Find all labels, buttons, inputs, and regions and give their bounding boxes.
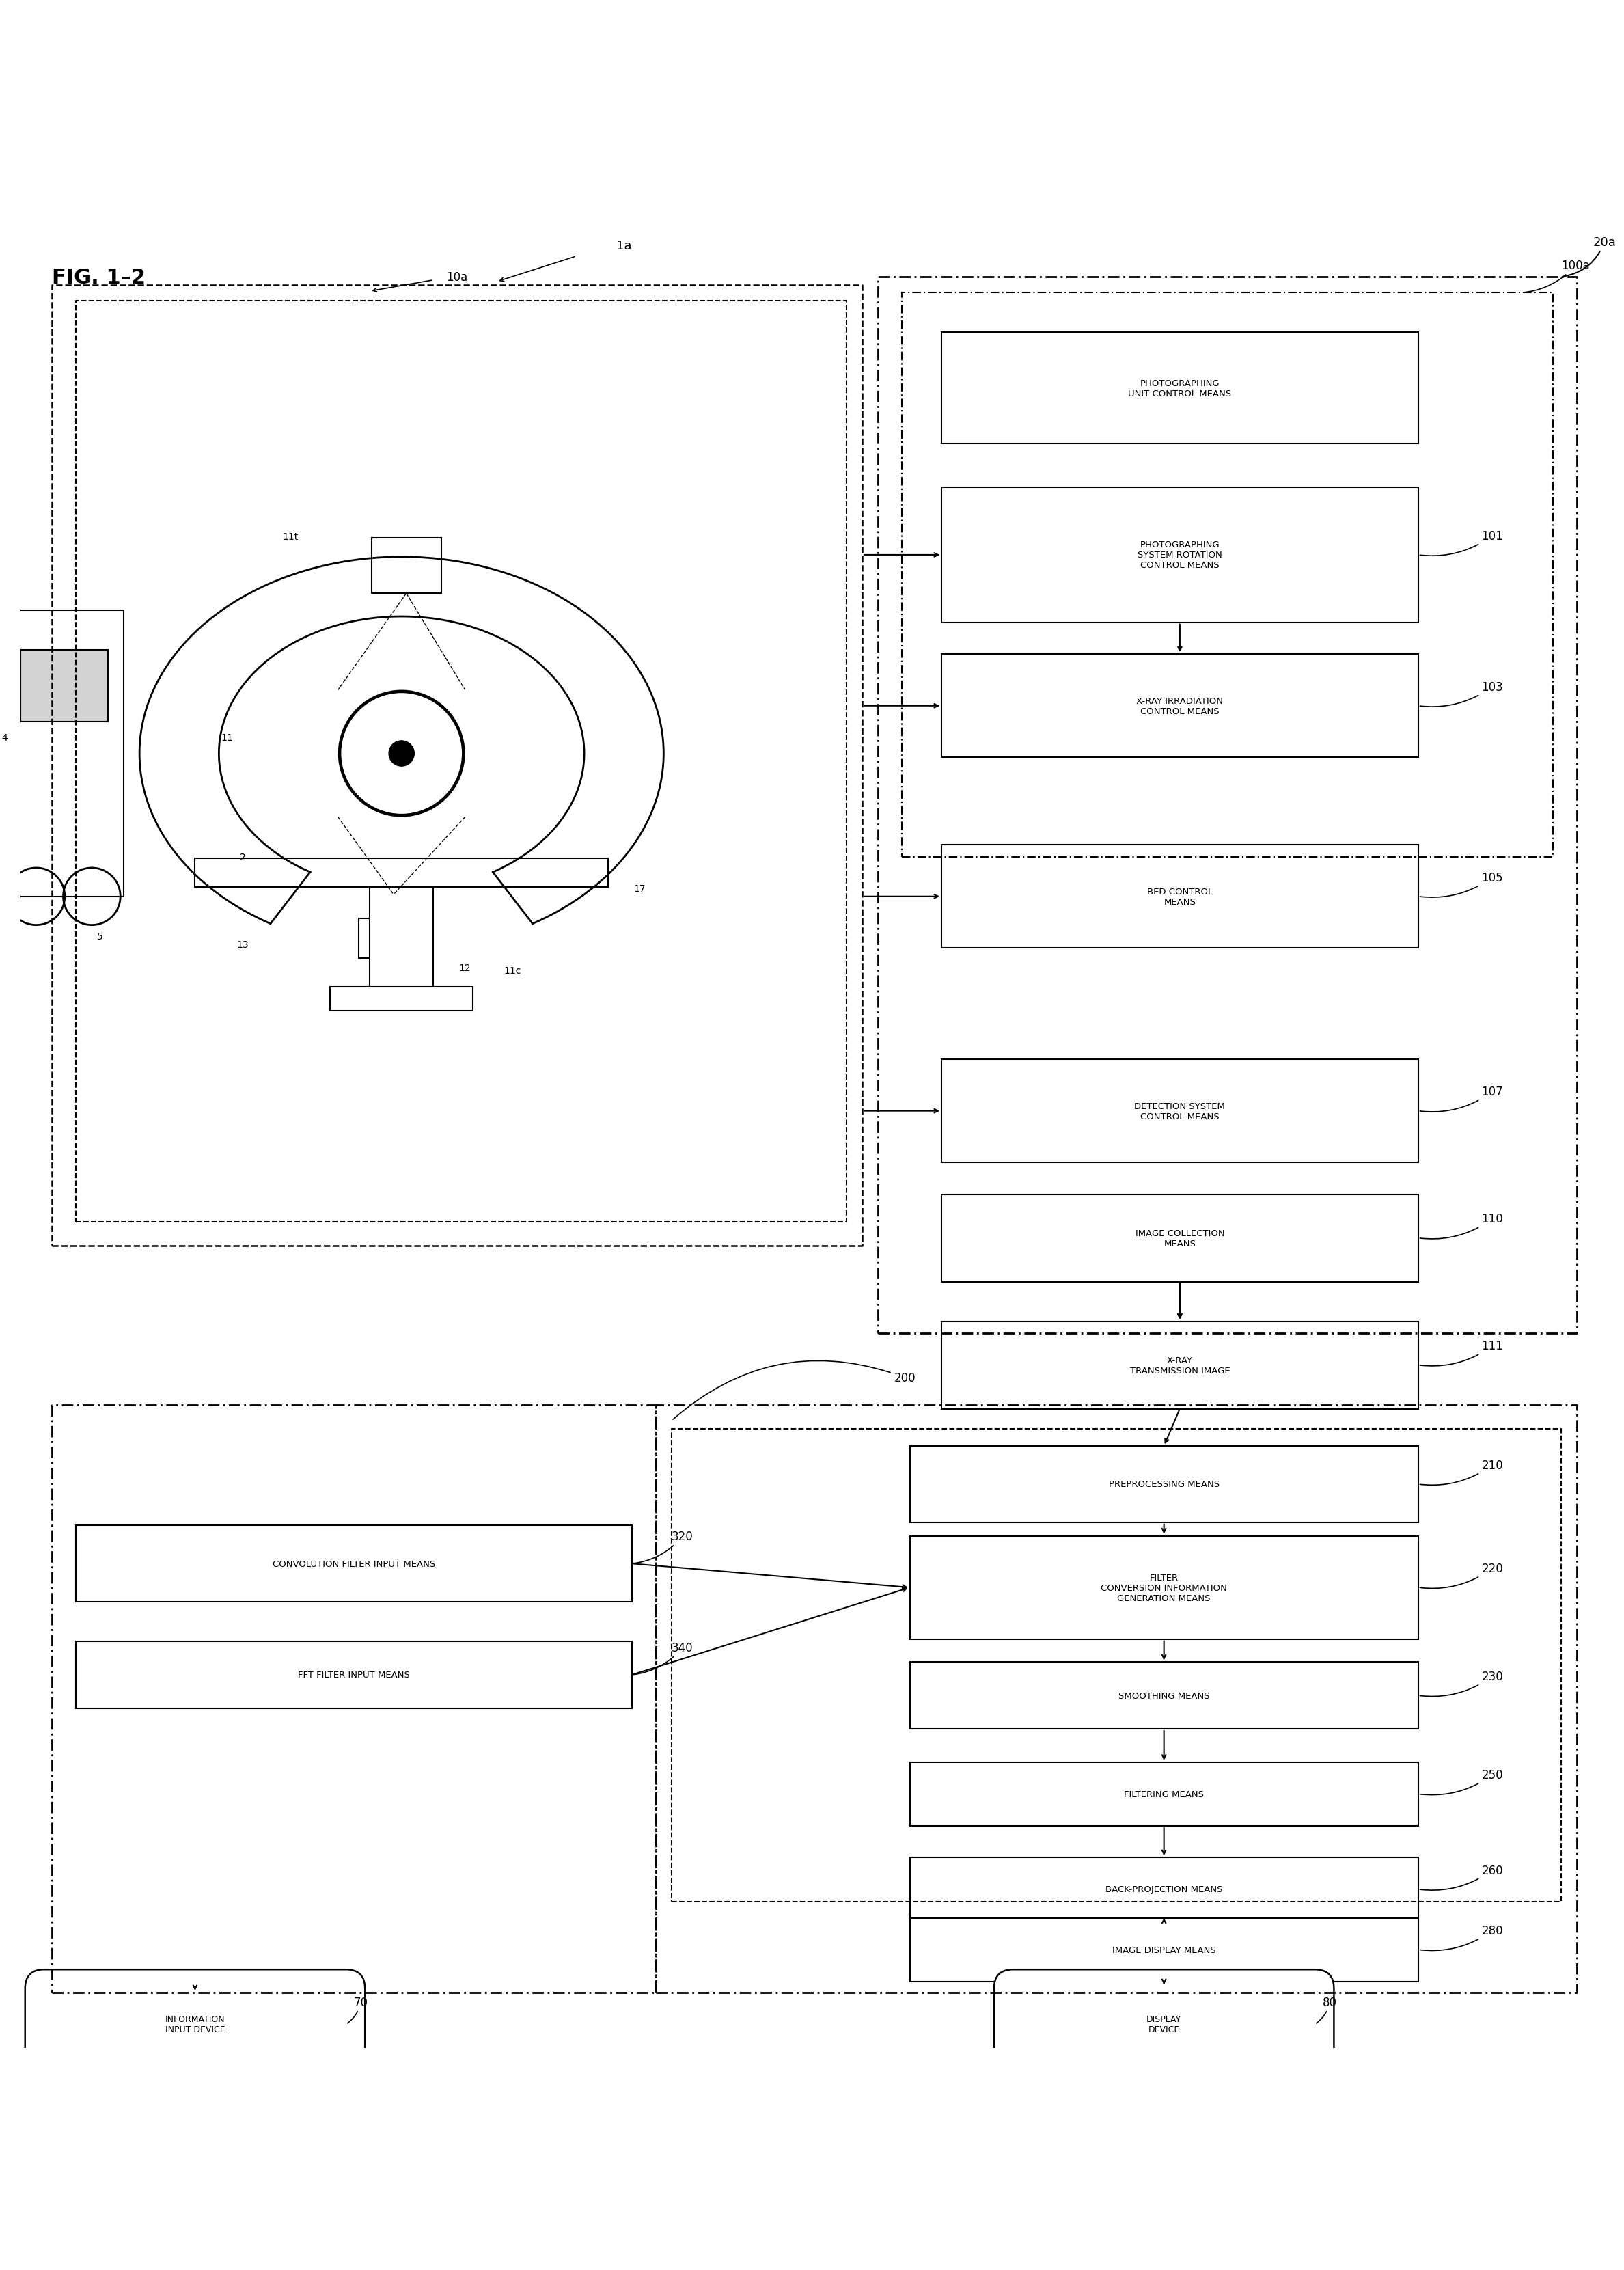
Text: 260: 260 xyxy=(1419,1864,1504,1891)
Text: DETECTION SYSTEM
CONTROL MEANS: DETECTION SYSTEM CONTROL MEANS xyxy=(1135,1101,1224,1121)
Text: 105: 105 xyxy=(1419,872,1504,897)
FancyBboxPatch shape xyxy=(909,1446,1418,1523)
Text: IMAGE DISPLAY MEANS: IMAGE DISPLAY MEANS xyxy=(1112,1945,1216,1954)
Text: 2: 2 xyxy=(240,851,245,863)
FancyBboxPatch shape xyxy=(370,888,434,990)
Text: 100a: 100a xyxy=(1523,259,1590,293)
FancyBboxPatch shape xyxy=(76,1525,632,1603)
FancyBboxPatch shape xyxy=(909,1857,1418,1920)
FancyBboxPatch shape xyxy=(330,987,473,1010)
Text: 1a: 1a xyxy=(615,241,632,252)
Text: 280: 280 xyxy=(1419,1925,1504,1950)
Text: 12: 12 xyxy=(460,962,471,974)
FancyBboxPatch shape xyxy=(909,1918,1418,1982)
Text: BACK-PROJECTION MEANS: BACK-PROJECTION MEANS xyxy=(1106,1884,1223,1893)
Text: FFT FILTER INPUT MEANS: FFT FILTER INPUT MEANS xyxy=(297,1671,409,1680)
Text: 20a: 20a xyxy=(1562,236,1616,277)
Text: 70: 70 xyxy=(348,1995,369,2023)
Circle shape xyxy=(388,740,414,767)
FancyBboxPatch shape xyxy=(942,488,1418,622)
Text: SMOOTHING MEANS: SMOOTHING MEANS xyxy=(1119,1691,1210,1700)
Text: 103: 103 xyxy=(1419,681,1504,708)
FancyBboxPatch shape xyxy=(942,1194,1418,1283)
Text: DISPLAY
DEVICE: DISPLAY DEVICE xyxy=(1147,2016,1181,2034)
FancyBboxPatch shape xyxy=(994,1970,1333,2079)
Text: X-RAY
TRANSMISSION IMAGE: X-RAY TRANSMISSION IMAGE xyxy=(1130,1355,1229,1376)
Circle shape xyxy=(338,690,464,817)
FancyBboxPatch shape xyxy=(909,1537,1418,1639)
Circle shape xyxy=(341,695,461,815)
FancyBboxPatch shape xyxy=(942,1060,1418,1162)
Text: 320: 320 xyxy=(633,1530,693,1564)
FancyBboxPatch shape xyxy=(942,1321,1418,1410)
Text: FIG. 1–2: FIG. 1–2 xyxy=(52,268,146,288)
Text: FILTER
CONVERSION INFORMATION
GENERATION MEANS: FILTER CONVERSION INFORMATION GENERATION… xyxy=(1101,1573,1228,1603)
Text: 210: 210 xyxy=(1419,1460,1504,1485)
FancyBboxPatch shape xyxy=(909,1762,1418,1825)
Text: 107: 107 xyxy=(1419,1085,1504,1112)
FancyBboxPatch shape xyxy=(942,334,1418,445)
Text: 4: 4 xyxy=(2,733,8,742)
Text: 340: 340 xyxy=(633,1641,693,1675)
Text: 110: 110 xyxy=(1419,1212,1504,1239)
Text: 101: 101 xyxy=(1419,529,1504,556)
Text: 80: 80 xyxy=(1317,1995,1337,2023)
Text: 250: 250 xyxy=(1419,1768,1504,1796)
FancyBboxPatch shape xyxy=(372,538,442,595)
Text: 230: 230 xyxy=(1419,1671,1504,1696)
Text: FILTERING MEANS: FILTERING MEANS xyxy=(1124,1789,1203,1798)
FancyBboxPatch shape xyxy=(942,844,1418,949)
FancyBboxPatch shape xyxy=(359,919,429,958)
Text: INFORMATION
INPUT DEVICE: INFORMATION INPUT DEVICE xyxy=(166,2016,226,2034)
Text: 200: 200 xyxy=(672,1362,916,1419)
Text: 111: 111 xyxy=(1419,1339,1504,1367)
Text: 5: 5 xyxy=(97,931,102,942)
FancyBboxPatch shape xyxy=(21,651,107,722)
Text: 220: 220 xyxy=(1419,1562,1504,1589)
Text: X-RAY IRRADIATION
CONTROL MEANS: X-RAY IRRADIATION CONTROL MEANS xyxy=(1137,697,1223,715)
Text: PHOTOGRAPHING
SYSTEM ROTATION
CONTROL MEANS: PHOTOGRAPHING SYSTEM ROTATION CONTROL ME… xyxy=(1137,540,1223,570)
FancyBboxPatch shape xyxy=(76,1641,632,1709)
FancyBboxPatch shape xyxy=(13,611,123,897)
Text: 17: 17 xyxy=(633,883,646,894)
Text: 11t: 11t xyxy=(283,531,299,543)
Text: BED CONTROL
MEANS: BED CONTROL MEANS xyxy=(1147,888,1213,906)
Text: PHOTOGRAPHING
UNIT CONTROL MEANS: PHOTOGRAPHING UNIT CONTROL MEANS xyxy=(1129,379,1231,397)
Text: 11c: 11c xyxy=(503,967,521,976)
Text: PREPROCESSING MEANS: PREPROCESSING MEANS xyxy=(1109,1480,1220,1489)
Text: CONVOLUTION FILTER INPUT MEANS: CONVOLUTION FILTER INPUT MEANS xyxy=(273,1559,435,1569)
FancyBboxPatch shape xyxy=(195,858,607,888)
Text: 11: 11 xyxy=(221,733,232,742)
FancyBboxPatch shape xyxy=(24,1970,365,2079)
FancyBboxPatch shape xyxy=(942,654,1418,758)
Text: 10a: 10a xyxy=(447,270,468,284)
Text: 13: 13 xyxy=(237,940,248,949)
FancyBboxPatch shape xyxy=(909,1662,1418,1730)
Text: IMAGE COLLECTION
MEANS: IMAGE COLLECTION MEANS xyxy=(1135,1228,1224,1249)
